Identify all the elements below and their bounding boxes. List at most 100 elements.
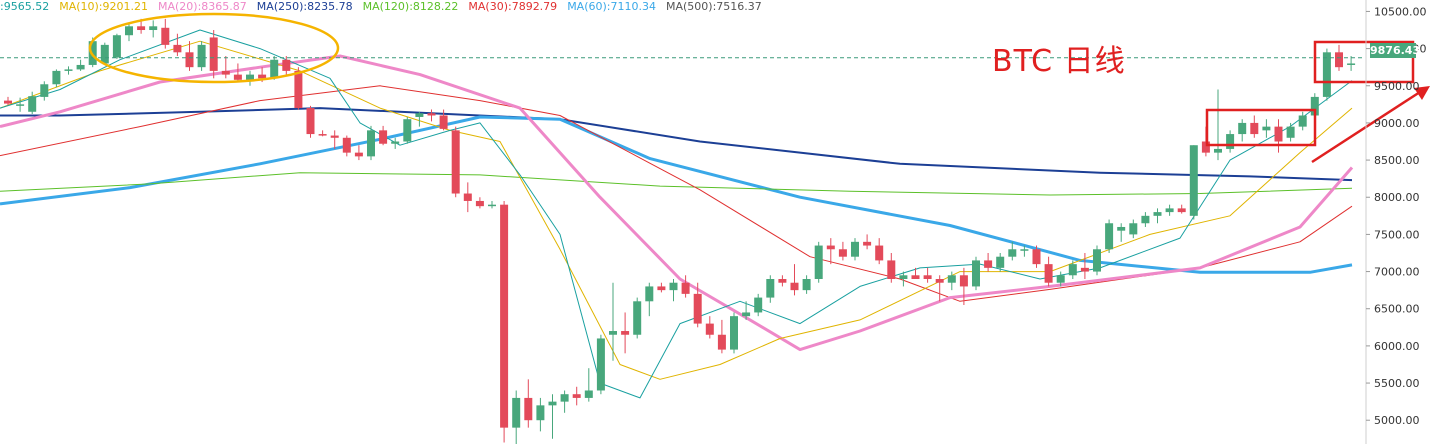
candle-body xyxy=(693,293,702,324)
candle-body xyxy=(4,100,12,104)
candle-body xyxy=(1080,267,1089,272)
candle-body xyxy=(306,108,315,135)
candle-body xyxy=(911,275,920,279)
candle xyxy=(584,368,593,402)
candle-body xyxy=(1274,126,1283,142)
current-price-tag: 9876.43 xyxy=(1370,43,1421,58)
candle-body xyxy=(427,113,436,116)
candle xyxy=(1008,241,1017,261)
candle xyxy=(1093,245,1101,276)
candle-body xyxy=(669,282,678,291)
candle xyxy=(354,145,363,161)
candle-body xyxy=(633,301,642,335)
candle xyxy=(911,267,920,279)
candle xyxy=(1068,260,1077,279)
candle xyxy=(754,293,763,317)
candle-body xyxy=(730,316,738,350)
candle xyxy=(1105,219,1114,253)
y-tick-label: 5000.00 xyxy=(1374,414,1420,427)
candle-body xyxy=(100,44,109,64)
y-tick-label: 6000.00 xyxy=(1374,340,1420,353)
y-tick-label: 9500.00 xyxy=(1374,80,1420,93)
candle-body xyxy=(1093,249,1101,272)
candle xyxy=(415,111,424,127)
candle-body xyxy=(1238,122,1247,135)
candle-body xyxy=(947,275,956,283)
candle xyxy=(1347,56,1356,71)
candle-body xyxy=(1044,264,1053,283)
candle-body xyxy=(1250,122,1259,135)
candle xyxy=(524,379,533,428)
candle xyxy=(1177,204,1186,214)
candle xyxy=(1238,119,1247,142)
legend-item: MA(60):7110.34 xyxy=(567,0,656,13)
candle xyxy=(633,297,642,339)
candle-body xyxy=(52,70,61,85)
candle xyxy=(996,252,1005,272)
candle-body xyxy=(16,104,25,106)
candle-body xyxy=(657,286,666,291)
candle xyxy=(730,312,738,354)
candle-body xyxy=(64,69,73,71)
candle-body xyxy=(246,74,254,80)
candle-body xyxy=(125,26,133,36)
candle xyxy=(391,137,400,149)
candle xyxy=(1056,271,1065,287)
annotation-box xyxy=(1313,40,1415,84)
candle-body xyxy=(463,193,472,201)
candle-body xyxy=(1189,145,1198,216)
legend-item: MA(10):9201.21 xyxy=(59,0,148,13)
ma-line-ma60 xyxy=(0,115,1353,274)
candle xyxy=(1117,223,1126,242)
candle-body xyxy=(524,397,533,421)
candle-body xyxy=(548,401,557,406)
candle-body xyxy=(1008,249,1017,257)
candle xyxy=(548,394,557,439)
candle-body xyxy=(1056,275,1065,283)
candle xyxy=(4,96,12,106)
candle xyxy=(657,282,666,293)
candle-body xyxy=(996,256,1005,268)
candle xyxy=(1020,245,1029,257)
candle-body xyxy=(512,397,521,428)
candle xyxy=(76,59,85,71)
candle xyxy=(705,316,714,339)
moving-averages xyxy=(0,29,1354,399)
candle-body xyxy=(270,59,279,79)
candle xyxy=(778,275,787,287)
y-tick-label: 5500.00 xyxy=(1374,377,1420,390)
candles xyxy=(4,18,1356,444)
candle-body xyxy=(621,331,630,335)
candle xyxy=(669,279,678,302)
candle-body xyxy=(294,70,303,109)
candle-body xyxy=(1201,141,1210,153)
candle xyxy=(512,390,521,444)
candle xyxy=(1129,219,1138,239)
candle xyxy=(645,282,654,317)
candle xyxy=(693,282,702,328)
candle xyxy=(959,267,968,306)
ma-line-ma250 xyxy=(0,107,1353,182)
candle xyxy=(379,125,388,146)
candle-body xyxy=(197,44,206,68)
candle-body xyxy=(185,52,194,68)
candle-body xyxy=(887,260,896,279)
candle xyxy=(342,135,351,157)
candle-body xyxy=(863,241,872,246)
candle-body xyxy=(451,130,460,194)
candle-body xyxy=(596,338,605,391)
candle-body xyxy=(149,26,158,31)
candle-body xyxy=(572,394,581,398)
candle-body xyxy=(233,74,242,80)
candle xyxy=(1286,122,1295,142)
candle xyxy=(233,63,242,83)
candle xyxy=(1080,252,1089,279)
candle xyxy=(802,275,811,294)
candle xyxy=(742,301,751,320)
candle-body xyxy=(1153,212,1162,216)
candle xyxy=(1189,145,1198,220)
candle xyxy=(621,312,630,354)
candle xyxy=(609,282,617,361)
candle xyxy=(270,56,279,80)
